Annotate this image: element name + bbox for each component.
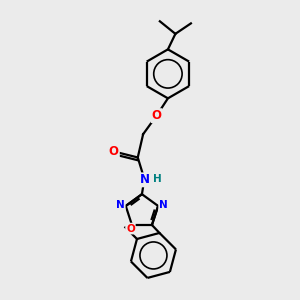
Text: O: O: [109, 145, 119, 158]
Text: N: N: [140, 173, 150, 186]
Text: H: H: [153, 174, 162, 184]
Text: O: O: [152, 109, 162, 122]
Text: N: N: [116, 200, 125, 210]
Text: N: N: [159, 200, 168, 210]
Text: O: O: [126, 224, 135, 234]
